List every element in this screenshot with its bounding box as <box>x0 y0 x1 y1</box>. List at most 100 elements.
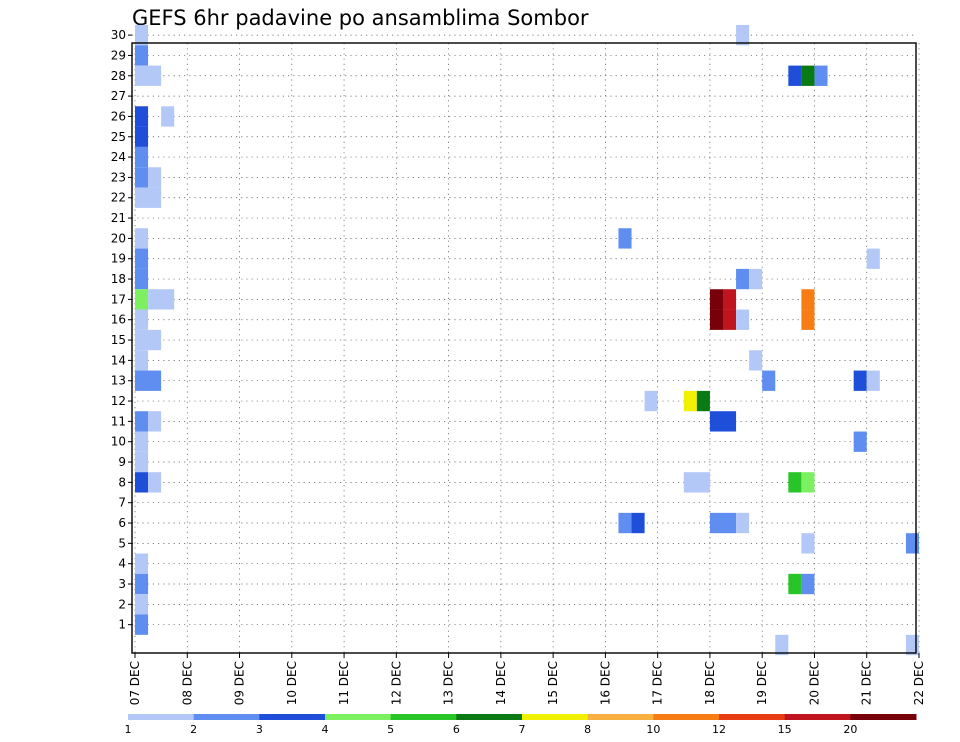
precip-cell <box>801 472 815 493</box>
precip-cell <box>866 248 880 269</box>
precip-cell <box>135 411 149 432</box>
colorbar-label: 6 <box>453 723 460 736</box>
x-tick-label: 17 DEC <box>651 661 665 705</box>
colorbar-swatch <box>456 714 523 720</box>
y-tick-label: 25 <box>111 130 126 144</box>
precip-cell <box>736 268 750 290</box>
colorbar-swatch <box>259 714 326 720</box>
y-tick-label: 8 <box>118 475 126 489</box>
precip-cell <box>788 65 802 86</box>
colorbar-swatch <box>325 714 392 720</box>
precip-cell <box>749 268 763 290</box>
precip-cell <box>905 533 919 554</box>
precip-cell <box>135 146 149 168</box>
x-tick-label: 16 DEC <box>598 661 612 705</box>
colorbar-label: 10 <box>646 723 660 736</box>
y-tick-label: 15 <box>111 333 126 347</box>
colorbar-swatch <box>653 714 720 720</box>
colorbar-label: 20 <box>843 723 857 736</box>
colorbar-label: 12 <box>712 723 726 736</box>
precip-cell <box>148 289 175 310</box>
grid-lines <box>132 34 920 653</box>
y-tick-label: 23 <box>111 170 126 184</box>
precip-cell <box>644 390 658 412</box>
colorbar-swatch <box>719 714 786 720</box>
precip-cell <box>801 309 815 330</box>
y-tick-label: 19 <box>111 252 126 266</box>
y-tick-label: 28 <box>111 69 126 83</box>
y-tick-label: 21 <box>111 211 126 225</box>
x-tick-label: 18 DEC <box>703 661 717 705</box>
precip-cell <box>683 390 697 412</box>
precip-cell <box>135 187 162 208</box>
y-tick-label: 11 <box>111 414 126 428</box>
precip-cell <box>148 411 162 432</box>
precip-cell <box>148 167 162 188</box>
y-tick-label: 26 <box>111 109 126 123</box>
y-tick-label: 1 <box>118 618 126 632</box>
x-tick-label: 19 DEC <box>755 661 769 705</box>
colorbar: 1 2 3 4 5 6 7 8 10 12 15 20 <box>125 714 917 736</box>
precip-cell <box>788 472 802 493</box>
precip-cell <box>135 329 162 351</box>
precip-cell <box>866 370 880 391</box>
precip-cell <box>801 65 815 86</box>
precip-cell <box>135 268 149 290</box>
precip-cell <box>135 45 149 66</box>
y-tick-label: 16 <box>111 313 126 327</box>
x-tick-label: 10 DEC <box>285 661 299 705</box>
precip-cell <box>135 106 149 127</box>
plot-frame <box>131 42 917 654</box>
y-tick-label: 20 <box>111 231 126 245</box>
x-tick-label: 13 DEC <box>442 661 456 705</box>
colorbar-label: 8 <box>584 723 591 736</box>
precip-cell <box>135 431 149 452</box>
precip-cell <box>801 533 815 554</box>
precip-cell <box>736 309 750 330</box>
y-tick-label: 4 <box>118 557 126 571</box>
precip-cell <box>736 24 750 46</box>
colorbar-swatch <box>587 714 654 720</box>
precip-cell <box>135 370 162 391</box>
precip-cell <box>853 370 867 391</box>
colorbar-label: 7 <box>519 723 526 736</box>
precip-cell <box>618 512 632 534</box>
precip-cell <box>135 167 149 188</box>
y-tick-label: 10 <box>111 435 126 449</box>
x-tick-label: 12 DEC <box>389 661 403 705</box>
y-axis-ticks: 1234567891011121314151617181920212223242… <box>111 28 132 632</box>
y-tick-label: 29 <box>111 48 126 62</box>
y-tick-label: 2 <box>118 597 126 611</box>
y-tick-label: 27 <box>111 89 126 103</box>
colorbar-swatch <box>522 714 589 720</box>
precip-cell <box>135 65 162 86</box>
colorbar-swatch <box>850 714 917 720</box>
colorbar-label: 4 <box>322 723 329 736</box>
chart-title: GEFS 6hr padavine po ansamblima Sombor <box>132 6 589 30</box>
precip-cell <box>762 370 776 391</box>
precip-cell <box>801 573 815 595</box>
y-tick-label: 7 <box>118 496 126 510</box>
colorbar-swatch <box>784 714 851 720</box>
y-tick-label: 17 <box>111 292 126 306</box>
precip-cell <box>736 512 750 534</box>
precip-cell <box>723 289 737 310</box>
precip-cell <box>618 228 632 249</box>
precip-cell <box>749 350 763 371</box>
precip-cell <box>723 309 737 330</box>
x-tick-label: 09 DEC <box>233 661 247 705</box>
colorbar-label: 3 <box>256 723 263 736</box>
precip-cell <box>696 390 710 412</box>
precip-cell <box>135 228 149 249</box>
precip-cell <box>631 512 645 534</box>
precip-cell <box>135 126 149 147</box>
y-tick-label: 24 <box>111 150 126 164</box>
y-tick-label: 9 <box>118 455 126 469</box>
precip-cell <box>135 573 149 595</box>
y-tick-label: 22 <box>111 191 126 205</box>
x-tick-label: 07 DEC <box>128 661 142 705</box>
precip-cell <box>788 573 802 595</box>
precip-cell <box>905 634 919 656</box>
precip-cell <box>135 248 149 269</box>
